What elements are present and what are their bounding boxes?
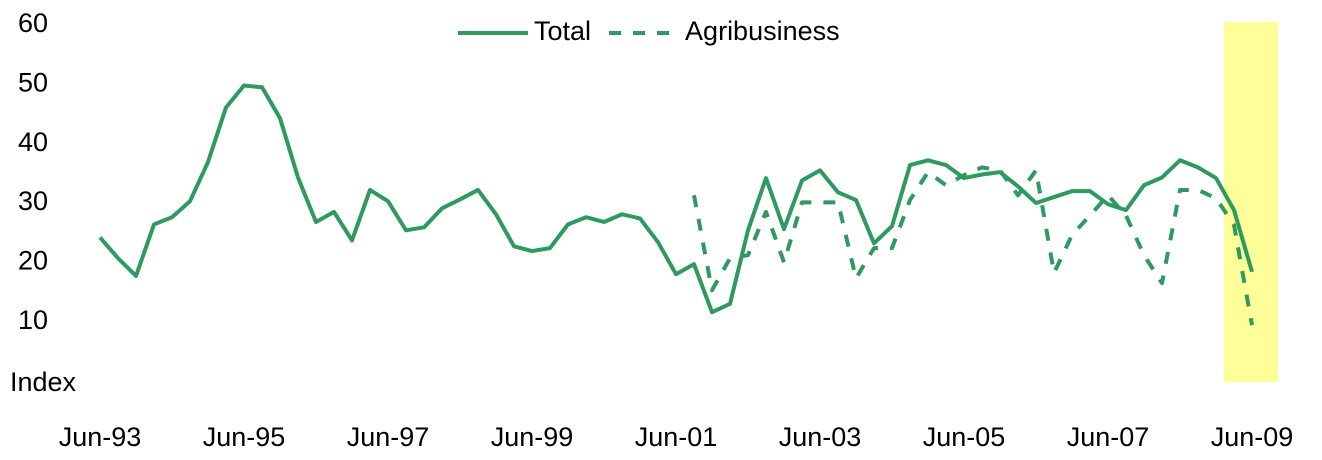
y-tick-label: 40 bbox=[18, 127, 48, 157]
x-tick-label: Jun-95 bbox=[203, 422, 286, 452]
x-tick-label: Jun-99 bbox=[491, 422, 574, 452]
y-tick-label: 10 bbox=[18, 305, 48, 335]
y-tick-label: 20 bbox=[18, 245, 48, 275]
series-line bbox=[98, 83, 1254, 315]
y-tick-label: 60 bbox=[18, 8, 48, 38]
y-axis-label: Index bbox=[10, 367, 77, 397]
x-tick-label: Jun-05 bbox=[923, 422, 1006, 452]
y-tick-label: 50 bbox=[18, 67, 48, 97]
x-tick-label: Jun-09 bbox=[1211, 422, 1294, 452]
legend-label: Total bbox=[534, 16, 591, 46]
x-tick-label: Jun-97 bbox=[347, 422, 430, 452]
x-tick-label: Jun-01 bbox=[635, 422, 718, 452]
highlight-band bbox=[1224, 22, 1278, 382]
x-tick-label: Jun-07 bbox=[1067, 422, 1150, 452]
x-tick-label: Jun-93 bbox=[59, 422, 142, 452]
x-tick-label: Jun-03 bbox=[779, 422, 862, 452]
series-line bbox=[692, 165, 1254, 326]
y-tick-label: 30 bbox=[18, 186, 48, 216]
legend-label: Agribusiness bbox=[685, 16, 840, 46]
